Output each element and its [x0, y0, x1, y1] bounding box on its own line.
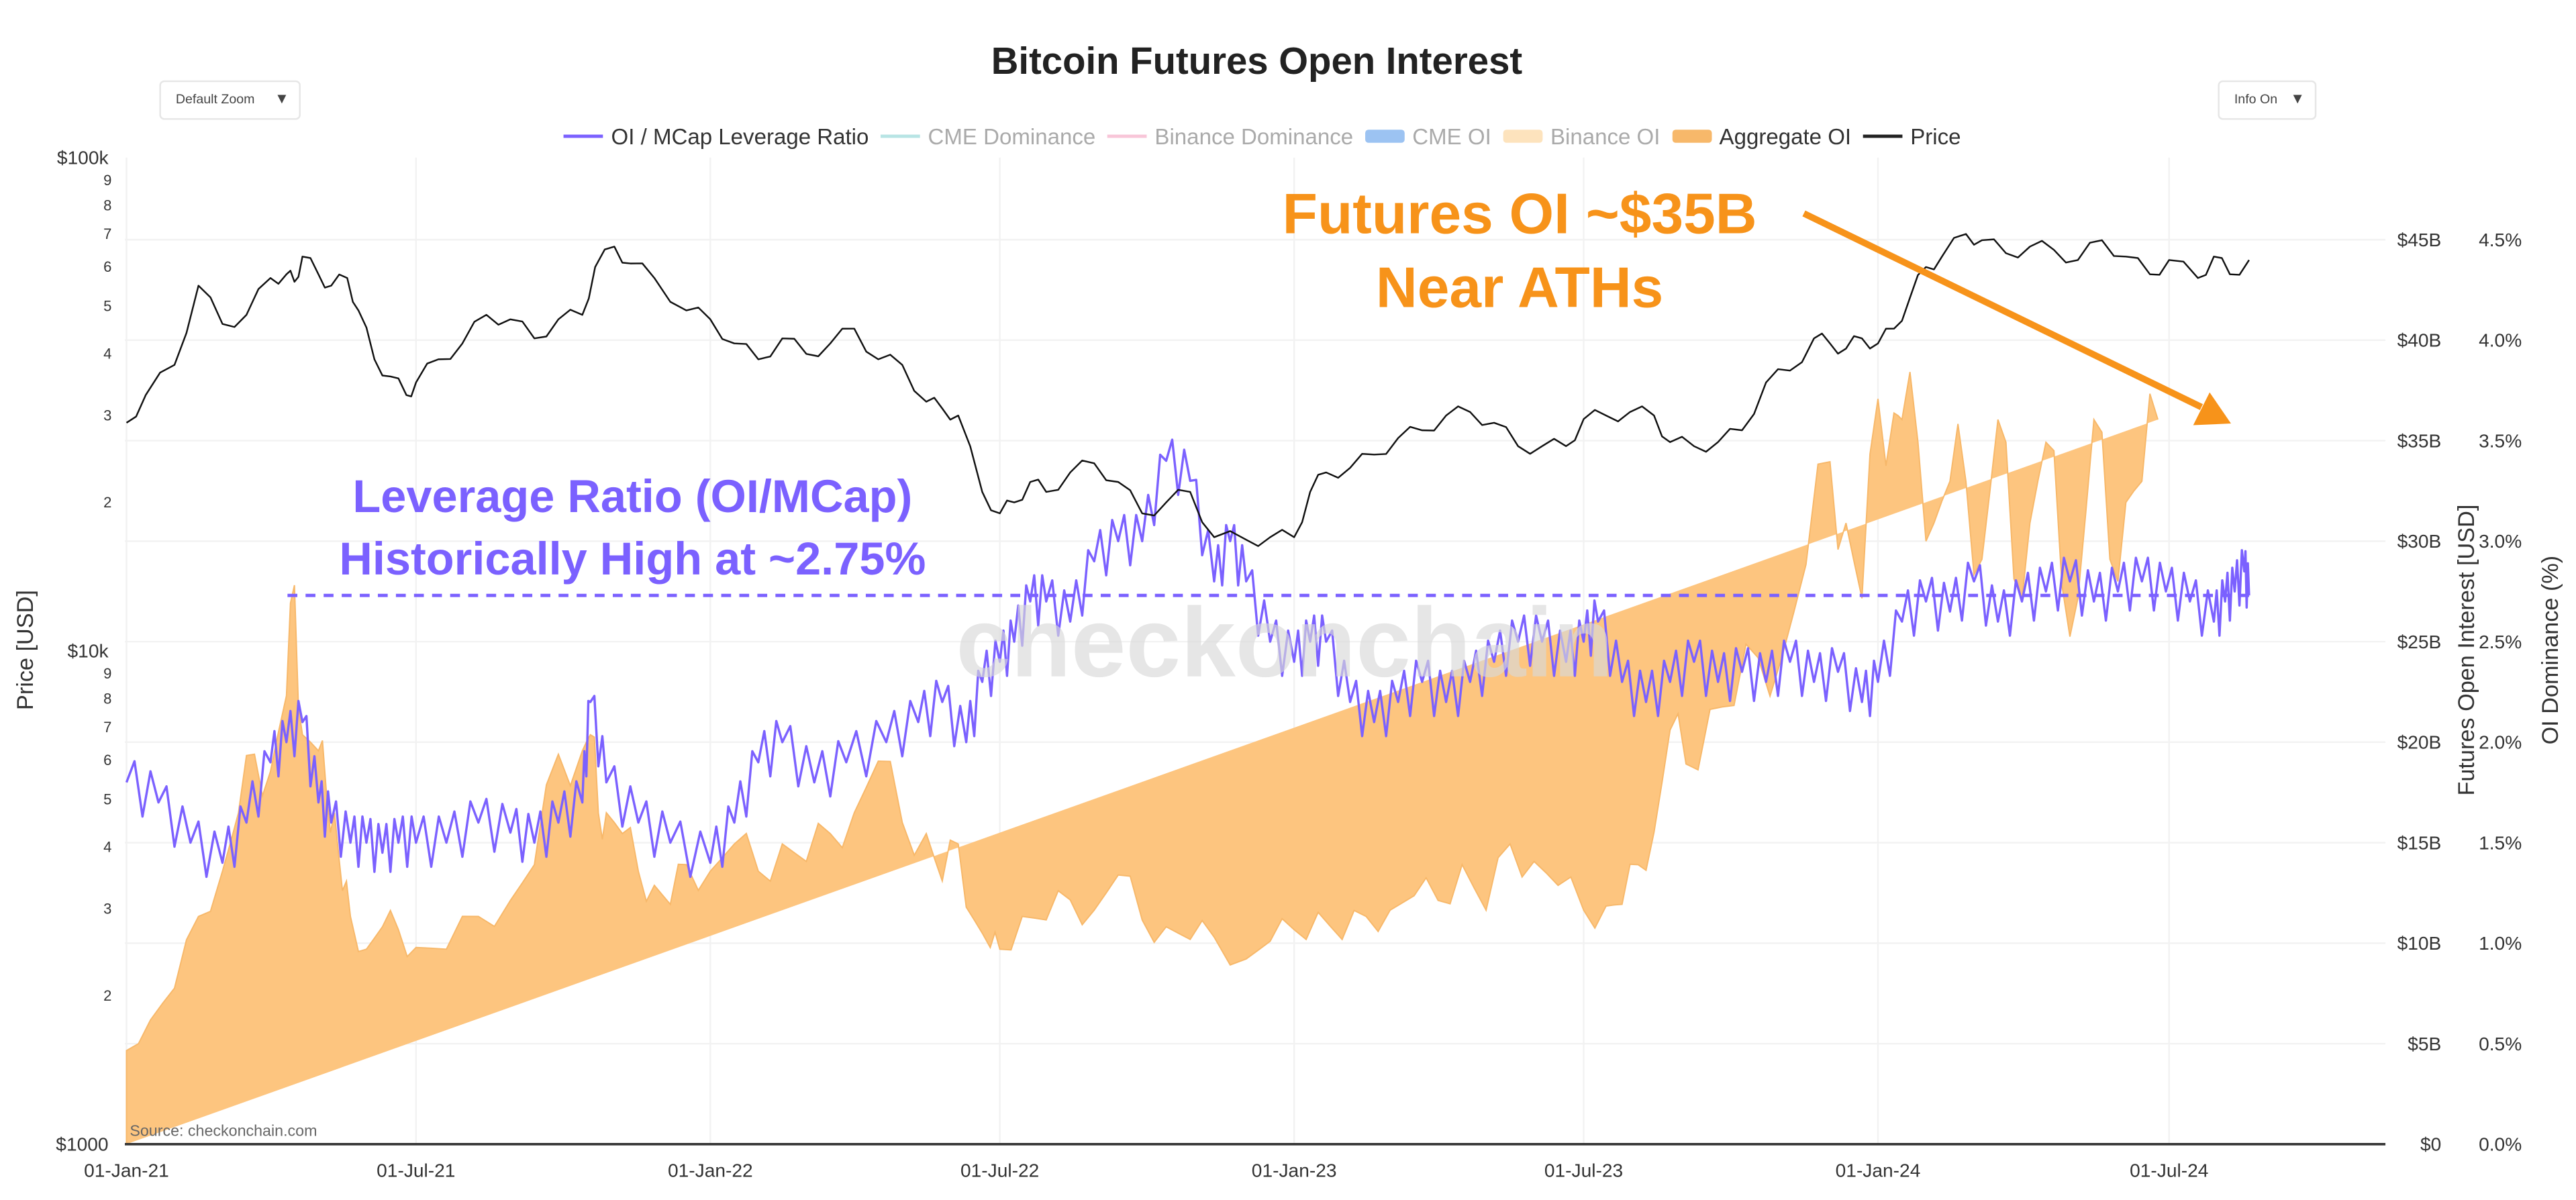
price-line	[126, 233, 2250, 547]
chevron-down-icon: ▼	[2290, 90, 2306, 107]
x-tick-label: 01-Jan-22	[668, 1160, 753, 1181]
legend-swatch-icon	[1502, 130, 1542, 143]
price-minor-tick-label: 7	[103, 719, 111, 736]
legend-swatch-icon	[1107, 134, 1147, 138]
dominance-tick-label: 0.5%	[2479, 1034, 2522, 1054]
default-zoom-label: Default Zoom	[175, 91, 255, 107]
dominance-axis-title: OI Dominance (%)	[2538, 556, 2563, 745]
price-minor-tick-label: 9	[103, 665, 111, 682]
legend-swatch-icon	[563, 134, 603, 138]
legend-item-aggregate-oi[interactable]: Aggregate OI	[1671, 123, 1852, 149]
price-minor-tick-label: 3	[103, 900, 111, 917]
oi-tick-label: $15B	[2397, 832, 2442, 853]
legend-label: CME Dominance	[928, 123, 1096, 149]
legend-swatch-icon	[1671, 130, 1712, 143]
legend-label: Binance OI	[1550, 123, 1661, 149]
x-tick-label: 01-Jul-24	[2130, 1160, 2208, 1181]
oi-annotation-arrowhead	[2193, 392, 2231, 426]
price-tick-label: $100k	[57, 148, 109, 168]
leverage-annotation-line1: Leverage Ratio (OI/MCap)	[352, 470, 912, 522]
price-minor-tick-label: 7	[103, 226, 111, 242]
legend-label: CME OI	[1412, 123, 1491, 149]
x-tick-label: 01-Jan-23	[1252, 1160, 1337, 1181]
x-tick-label: 01-Jan-24	[1836, 1160, 1921, 1181]
oi-tick-label: $40B	[2397, 330, 2442, 351]
price-minor-tick-label: 8	[103, 197, 111, 213]
leverage-annotation-line2: Historically High at ~2.75%	[339, 533, 926, 585]
info-toggle-dropdown[interactable]: Info On ▼	[2218, 80, 2317, 120]
legend-item-cme-oi[interactable]: CME OI	[1365, 123, 1491, 149]
chevron-down-icon: ▼	[274, 90, 289, 107]
oi-tick-label: $45B	[2397, 230, 2442, 250]
aggregate-oi-area	[126, 372, 2159, 1144]
dominance-tick-label: 1.5%	[2479, 832, 2522, 853]
source-note: Source: checkonchain.com	[130, 1122, 317, 1140]
legend-swatch-icon	[1365, 130, 1405, 143]
price-minor-tick-label: 8	[103, 690, 111, 707]
oi-tick-label: $10B	[2397, 933, 2442, 954]
price-minor-tick-label: 4	[103, 839, 111, 856]
oi-annotation-line2: Near ATHs	[1376, 255, 1663, 319]
dominance-tick-label: 0.0%	[2479, 1134, 2522, 1155]
oi-tick-label: $30B	[2397, 531, 2442, 552]
x-tick-label: 01-Jul-23	[1544, 1160, 1623, 1181]
price-minor-tick-label: 5	[103, 791, 111, 807]
price-minor-tick-label: 9	[103, 172, 111, 189]
legend-label: Price	[1910, 123, 1961, 149]
price-minor-tick-label: 5	[103, 297, 111, 314]
chart-title: Bitcoin Futures Open Interest	[991, 39, 1523, 83]
chart-legend: OI / MCap Leverage Ratio CME Dominance Bin…	[563, 121, 1973, 151]
oi-tick-label: $25B	[2397, 632, 2442, 652]
oi-tick-label: $5B	[2408, 1034, 2441, 1054]
oi-tick-label: $35B	[2397, 430, 2442, 451]
price-axis-title: Price [USD]	[13, 590, 38, 710]
legend-item-binance-oi[interactable]: Binance OI	[1502, 123, 1661, 149]
price-minor-tick-label: 2	[103, 987, 111, 1004]
oi-annotation-arrow	[1802, 210, 2203, 410]
price-minor-tick-label: 6	[103, 258, 111, 275]
legend-swatch-icon	[880, 134, 920, 138]
dominance-tick-label: 3.0%	[2479, 531, 2522, 552]
legend-swatch-icon	[1863, 134, 1903, 138]
watermark-text: checkonchain	[956, 588, 1613, 698]
x-tick-label: 01-Jan-21	[84, 1160, 169, 1181]
price-minor-tick-label: 3	[103, 407, 111, 423]
info-toggle-label: Info On	[2234, 91, 2278, 107]
oi-tick-label: $20B	[2397, 732, 2442, 753]
oi-annotation-line1: Futures OI ~$35B	[1283, 181, 1757, 246]
dominance-tick-label: 2.0%	[2479, 732, 2522, 753]
dominance-tick-label: 1.0%	[2479, 933, 2522, 954]
price-minor-tick-label: 4	[103, 346, 111, 362]
legend-item-price[interactable]: Price	[1863, 123, 1961, 149]
dominance-tick-label: 4.0%	[2479, 330, 2522, 351]
oi-axis-title: Futures Open Interest [USD]	[2454, 505, 2479, 796]
legend-item-binance-dominance[interactable]: Binance Dominance	[1107, 123, 1354, 149]
dominance-tick-label: 4.5%	[2479, 230, 2522, 250]
price-minor-tick-label: 2	[103, 494, 111, 511]
legend-label: OI / MCap Leverage Ratio	[611, 123, 869, 149]
oi-tick-label: $0	[2420, 1134, 2441, 1155]
legend-label: Binance Dominance	[1154, 123, 1354, 149]
x-tick-label: 01-Jul-21	[377, 1160, 455, 1181]
dominance-tick-label: 3.5%	[2479, 430, 2522, 451]
x-tick-label: 01-Jul-22	[960, 1160, 1039, 1181]
legend-item-cme-dominance[interactable]: CME Dominance	[880, 123, 1096, 149]
legend-item-oi-mcap-leverage-ratio[interactable]: OI / MCap Leverage Ratio	[563, 123, 869, 149]
price-tick-label: $1000	[56, 1134, 108, 1155]
price-tick-label: $10k	[68, 641, 109, 662]
legend-label: Aggregate OI	[1719, 123, 1852, 149]
price-minor-tick-label: 6	[103, 752, 111, 768]
default-zoom-dropdown[interactable]: Default Zoom ▼	[159, 80, 301, 120]
dominance-tick-label: 2.5%	[2479, 632, 2522, 652]
